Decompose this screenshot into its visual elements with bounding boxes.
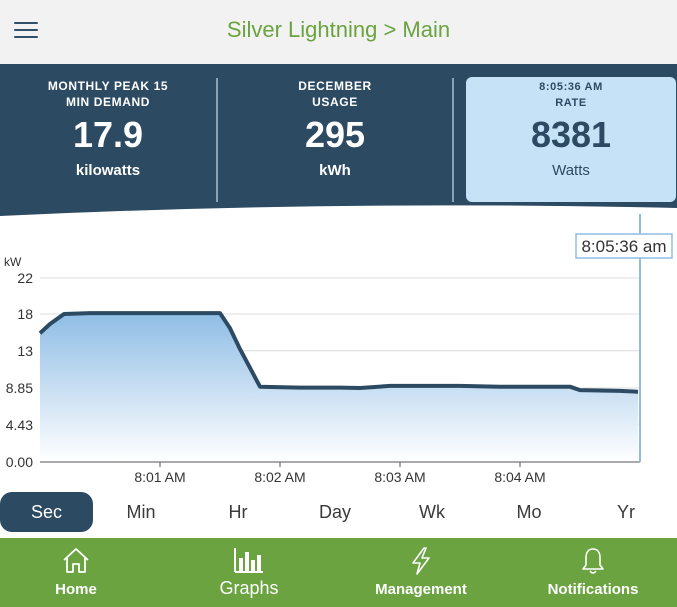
- nav-label: Management: [375, 581, 467, 598]
- stat-unit: kilowatts: [75, 162, 141, 179]
- bell-icon: [582, 548, 604, 574]
- nav-graphs[interactable]: Graphs: [172, 538, 326, 607]
- stat-divider: [452, 78, 454, 202]
- home-icon: [63, 548, 89, 573]
- tab-mo[interactable]: Mo: [516, 502, 542, 522]
- chart-x-tick-label: 8:04 AM: [494, 469, 545, 484]
- tab-day[interactable]: Day: [318, 502, 351, 522]
- chart-x-tick-label: 8:02 AM: [254, 469, 305, 484]
- chart-series-line: [38, 311, 639, 394]
- power-chart[interactable]: 22 18 13 8.85 4.43 0.00 8:01 AM 8:02 AM 8:03 AM 8…: [0, 214, 677, 484]
- nav-label: Graphs: [219, 578, 279, 598]
- time-range-tabs: Sec Min Hr Day Wk Mo Yr: [0, 492, 677, 532]
- chart-y-tick-label: 22: [17, 270, 33, 286]
- stat-unit: Watts: [552, 162, 590, 179]
- tab-min[interactable]: Min: [126, 502, 156, 522]
- nav-label: Home: [55, 581, 97, 598]
- graph-icon: [234, 548, 263, 573]
- bottom-navigation: Home Graphs Management Notifications: [0, 538, 677, 607]
- stat-label: 8:05:36 AM: [539, 81, 603, 93]
- chart-cursor-label: 8:05:36 am: [581, 237, 666, 256]
- stat-divider: [216, 78, 218, 202]
- stat-december-usage: DECEMBER USAGE 295 kWh: [218, 64, 452, 204]
- stat-monthly-peak: MONTHLY PEAK 15 MIN DEMAND 17.9 kilowatts: [0, 64, 216, 204]
- chart-area-fill: [40, 313, 638, 462]
- tab-sec[interactable]: Sec: [0, 492, 93, 532]
- hamburger-menu-icon[interactable]: [14, 21, 38, 39]
- chart-cursor-label-box: [575, 233, 673, 259]
- stat-value: 8381: [530, 114, 612, 155]
- stat-current-rate[interactable]: 8:05:36 AM RATE 8381 Watts: [466, 77, 676, 202]
- stat-label: RATE: [555, 97, 587, 109]
- nav-label: Notifications: [547, 581, 639, 598]
- stat-label: MIN DEMAND: [66, 95, 150, 109]
- stat-label: MONTHLY PEAK 15: [47, 79, 169, 93]
- chart-y-tick-label: 18: [17, 306, 33, 322]
- chart-y-tick-label: 0.00: [6, 454, 33, 470]
- nav-management[interactable]: Management: [340, 538, 502, 607]
- tab-hr[interactable]: Hr: [228, 502, 248, 522]
- stat-label: USAGE: [312, 95, 358, 109]
- chart-y-axis-label: kW: [4, 255, 22, 269]
- stat-value: 17.9: [72, 114, 144, 155]
- stat-unit: kWh: [319, 162, 351, 179]
- chart-y-tick-label: 8.85: [6, 380, 33, 396]
- chart-x-tick-label: 8:03 AM: [374, 469, 425, 484]
- lightning-icon: [412, 547, 430, 575]
- top-app-bar: Silver Lightning > Main: [0, 0, 677, 64]
- nav-notifications[interactable]: Notifications: [512, 538, 674, 607]
- nav-home[interactable]: Home: [0, 538, 152, 607]
- chart-y-tick-label: 13: [17, 343, 33, 359]
- tab-wk[interactable]: Wk: [419, 502, 445, 522]
- page-title: Silver Lightning > Main: [226, 17, 451, 42]
- tab-yr[interactable]: Yr: [617, 502, 635, 522]
- stat-label: DECEMBER: [298, 79, 372, 93]
- chart-x-tick-label: 8:01 AM: [134, 469, 185, 484]
- chart-y-tick-label: 4.43: [6, 417, 33, 433]
- stat-value: 295: [304, 114, 366, 155]
